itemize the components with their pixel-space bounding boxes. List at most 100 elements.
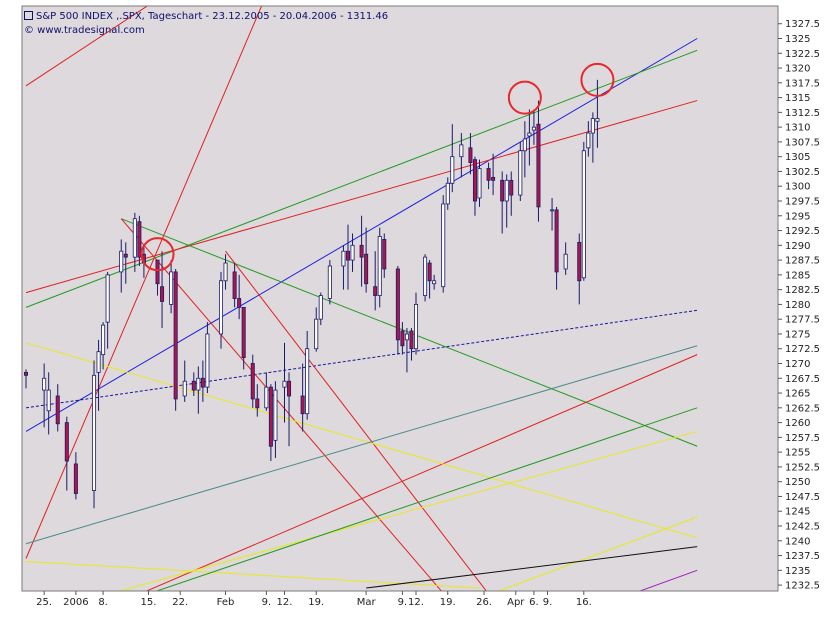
candle-body-44	[359, 244, 364, 258]
candle-57	[441, 195, 446, 293]
candle-body-13	[137, 221, 142, 258]
y-tick-label-31: 1310	[785, 123, 810, 134]
candle-body-36	[300, 395, 305, 415]
y-tick-label-18: 1277.5	[785, 315, 820, 326]
candle-33	[273, 381, 278, 459]
x-tick-label-5: Feb	[217, 597, 235, 608]
y-tick-label-9: 1255	[785, 448, 810, 459]
candle-68	[509, 171, 514, 216]
source-credit: © www.tradesignal.com	[24, 25, 145, 36]
candle-body-37	[305, 348, 310, 415]
candle-70	[522, 121, 527, 178]
candle-body-62	[472, 159, 477, 202]
candle-38	[314, 307, 319, 352]
candle-13	[137, 215, 142, 266]
candle-1	[42, 363, 47, 428]
candle-66	[500, 171, 505, 234]
y-tick-label-28: 1302.5	[785, 167, 820, 178]
x-tick-label-12: 19.	[440, 597, 456, 608]
candle-body-42	[345, 250, 350, 261]
candle-body-35	[287, 380, 292, 397]
candle-74	[550, 198, 555, 231]
candle-81	[595, 79, 600, 148]
trendline-7	[120, 218, 443, 591]
trendline-10	[25, 342, 698, 539]
candle-63	[477, 159, 482, 207]
x-tick-label-15: 6.	[529, 597, 539, 608]
x-tick-label-1: 2006	[63, 597, 88, 608]
candle-body-25	[223, 262, 228, 282]
candle-body-6	[92, 374, 97, 491]
candle-body-69	[518, 150, 523, 196]
candle-11	[123, 242, 128, 284]
candle-body-1	[42, 377, 47, 391]
trendline-15	[25, 345, 698, 545]
candle-41	[341, 245, 346, 290]
candle-body-9	[105, 274, 110, 323]
candle-78	[581, 141, 586, 281]
candle-4	[64, 416, 69, 491]
candle-body-67	[504, 179, 509, 202]
candle-body-22	[200, 377, 205, 388]
candle-34	[282, 342, 287, 423]
y-tick-label-34: 1317.5	[785, 78, 820, 89]
y-tick-label-1: 1235	[785, 566, 810, 577]
candle-22	[200, 360, 205, 402]
candle-body-26	[232, 271, 237, 299]
x-tick-label-14: Apr	[507, 597, 525, 608]
plot-frame	[21, 5, 779, 592]
trendline-12	[118, 430, 698, 591]
trendline-8	[225, 250, 487, 591]
y-tick-label-6: 1247.5	[785, 492, 820, 503]
y-tick-label-27: 1300	[785, 182, 810, 193]
candle-0	[23, 369, 28, 389]
candle-body-70	[522, 138, 527, 152]
candle-body-17	[169, 271, 174, 305]
candle-body-40	[327, 265, 332, 299]
y-tick-label-2: 1237.5	[785, 551, 820, 562]
candle-body-56	[432, 280, 437, 285]
x-tick-label-0: 25.	[36, 597, 52, 608]
candle-3	[55, 384, 60, 432]
y-tick-label-7: 1250	[785, 477, 810, 488]
chart-title-text: S&P 500 INDEX ,.SPX, Tageschart - 23.12.…	[36, 11, 389, 22]
trendline-4	[121, 218, 698, 447]
candle-body-52	[409, 330, 414, 350]
candle-body-16	[160, 286, 165, 302]
candle-50	[400, 322, 405, 355]
candle-32	[268, 384, 273, 461]
trendline-16	[366, 546, 698, 589]
candle-body-55	[427, 262, 432, 282]
candle-body-64	[486, 168, 491, 181]
candle-body-61	[468, 147, 473, 163]
y-tick-label-36: 1322.5	[785, 49, 820, 60]
y-tick-label-23: 1290	[785, 241, 810, 252]
candle-body-30	[255, 398, 260, 409]
candle-28	[241, 306, 246, 370]
x-tick-label-17: 16.	[576, 597, 592, 608]
candle-5	[73, 452, 78, 500]
candle-64	[486, 162, 491, 190]
candle-12	[132, 212, 137, 272]
candle-73	[536, 100, 541, 222]
candle-body-51	[404, 333, 409, 341]
candle-body-72	[531, 126, 536, 131]
candle-body-18	[173, 271, 178, 400]
y-tick-label-25: 1295	[785, 211, 810, 222]
y-tick-label-30: 1307.5	[785, 137, 820, 148]
y-tick-label-29: 1305	[785, 152, 810, 163]
chart-title: S&P 500 INDEX ,.SPX, Tageschart - 23.12.…	[24, 11, 388, 22]
marker-circle-0	[140, 237, 175, 272]
y-tick-label-10: 1257.5	[785, 433, 820, 444]
candle-58	[445, 177, 450, 210]
candle-75	[554, 206, 559, 290]
candle-body-38	[314, 318, 319, 350]
candle-30	[255, 384, 260, 417]
trendline-14	[155, 407, 698, 591]
candle-26	[232, 263, 237, 308]
candle-body-49	[395, 268, 400, 341]
candle-body-77	[577, 241, 582, 282]
x-tick-label-9: Mar	[357, 597, 377, 608]
